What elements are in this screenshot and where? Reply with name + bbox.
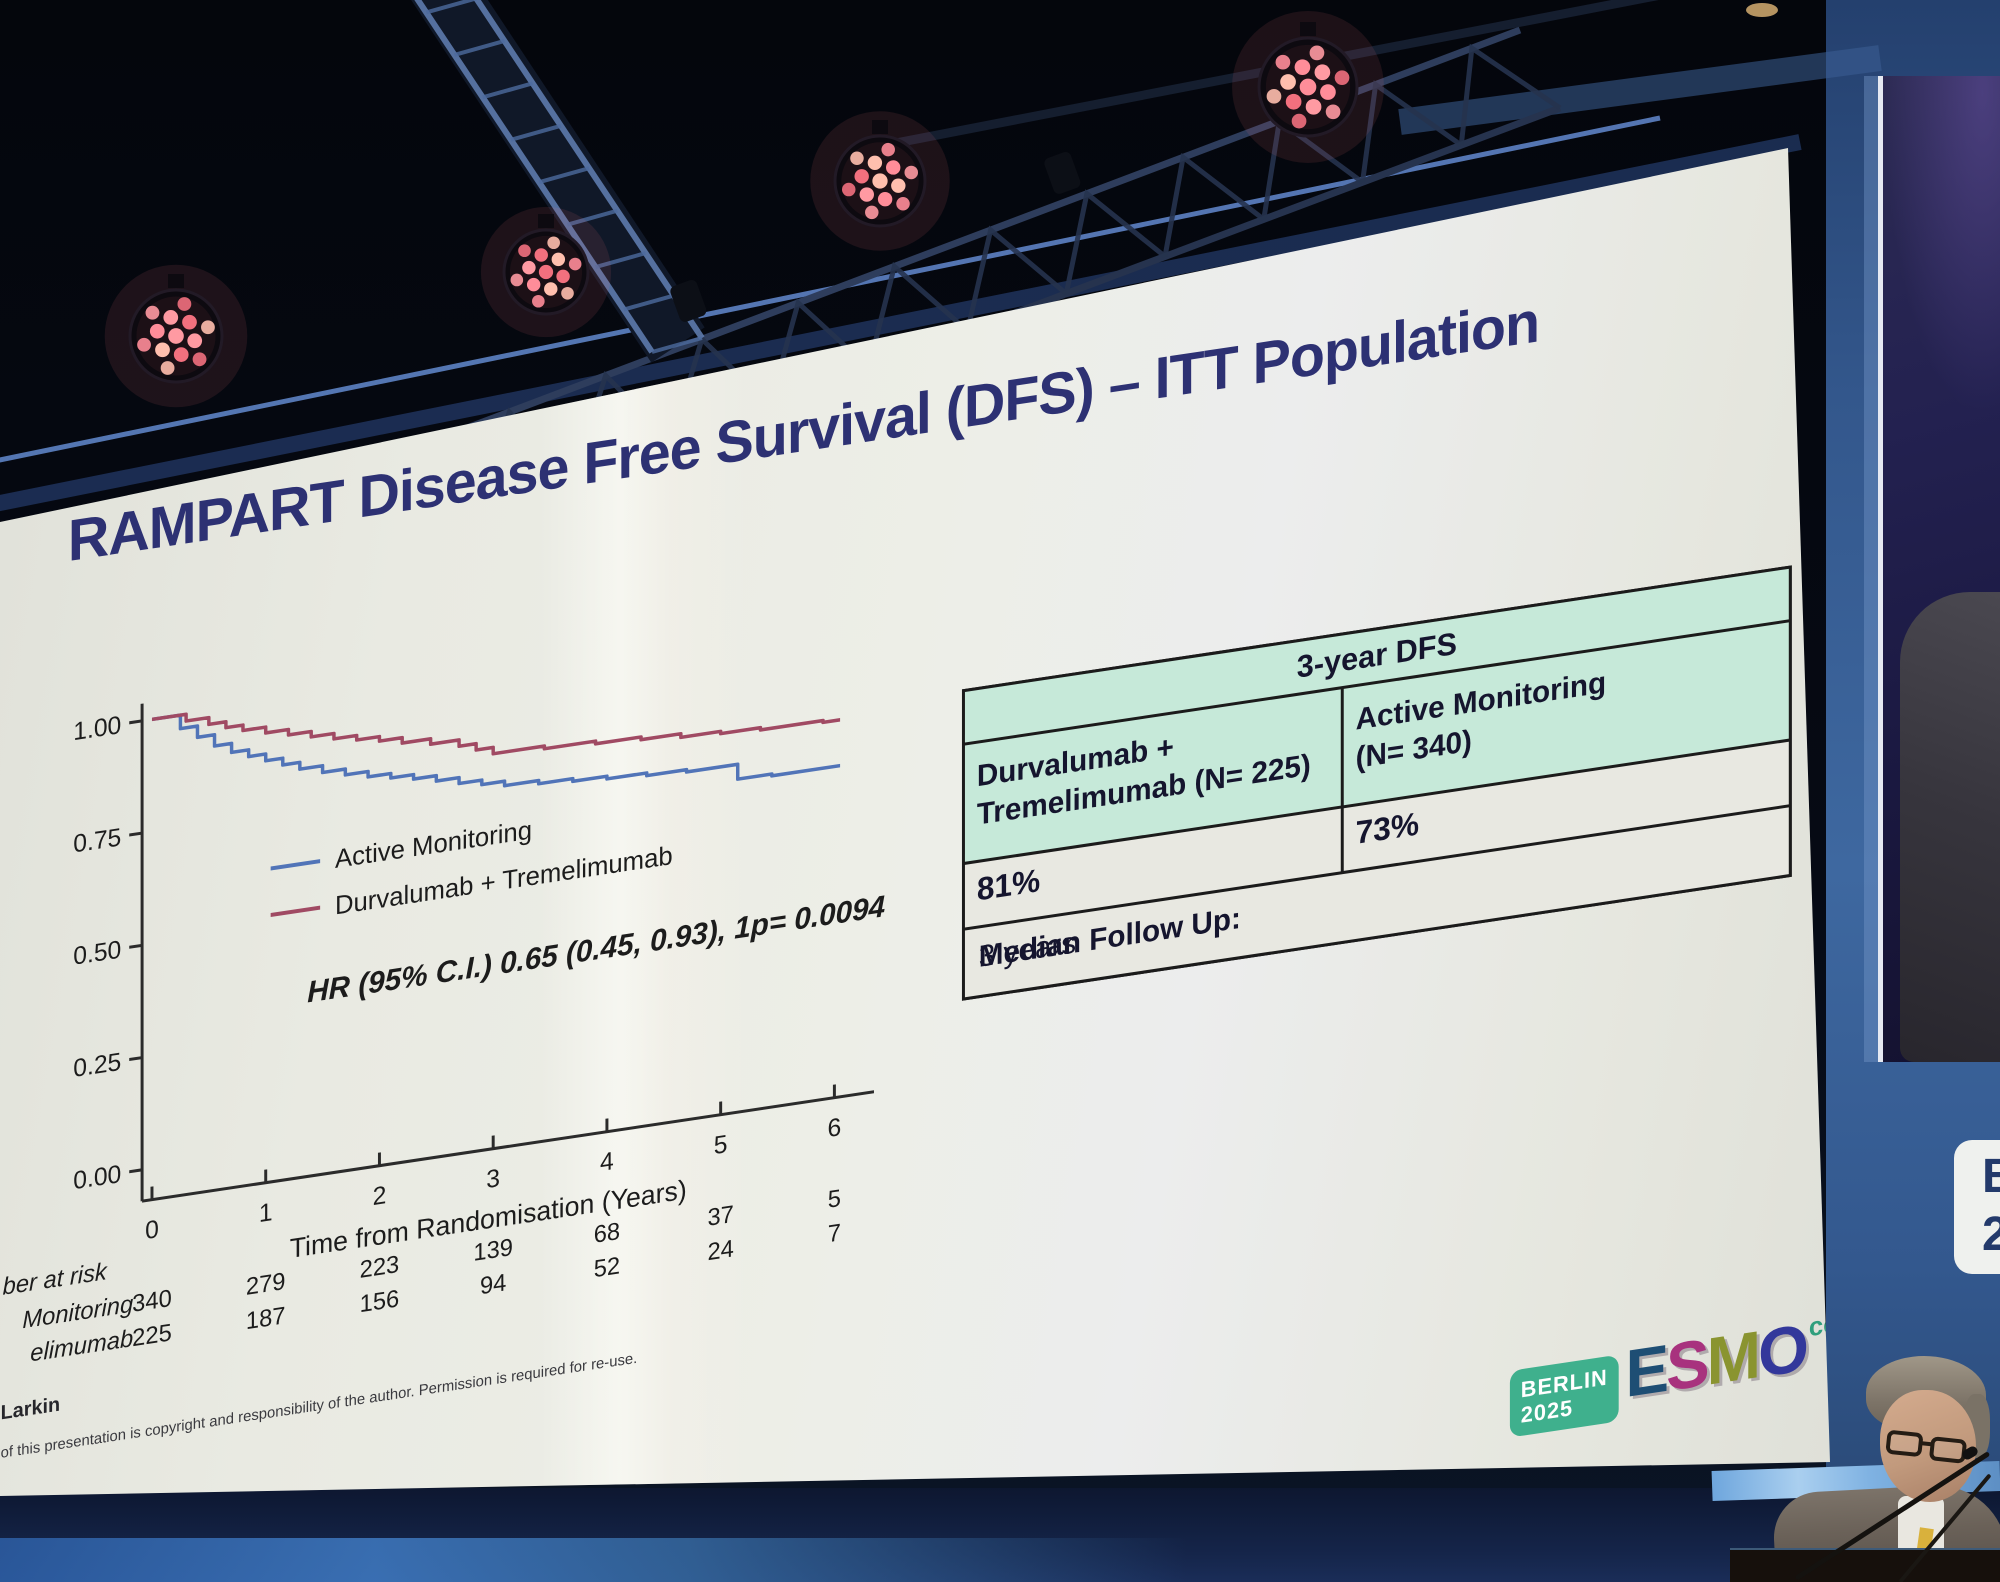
svg-text:225: 225 bbox=[132, 1319, 172, 1352]
glasses-lens-right bbox=[1928, 1436, 1968, 1464]
svg-text:2: 2 bbox=[373, 1181, 387, 1211]
presenter-face bbox=[1880, 1390, 1976, 1502]
svg-text:0.50: 0.50 bbox=[73, 935, 121, 970]
svg-text:340: 340 bbox=[132, 1285, 172, 1318]
svg-text:elimumab: elimumab bbox=[30, 1325, 133, 1368]
podium bbox=[1730, 1548, 2000, 1582]
svg-text:1: 1 bbox=[259, 1198, 273, 1228]
video-speaker-shoulder bbox=[1900, 592, 2000, 1062]
presenter bbox=[1771, 1350, 2000, 1582]
svg-text:5: 5 bbox=[828, 1185, 841, 1214]
svg-text:52: 52 bbox=[594, 1252, 620, 1283]
svg-text:279: 279 bbox=[246, 1268, 286, 1301]
svg-text:ber at risk: ber at risk bbox=[3, 1258, 109, 1301]
svg-text:24: 24 bbox=[707, 1235, 733, 1266]
median-followup-value: 3 years bbox=[978, 926, 1077, 974]
svg-text:94: 94 bbox=[480, 1269, 506, 1300]
svg-text:0.00: 0.00 bbox=[73, 1160, 121, 1195]
lighting-rig bbox=[0, 0, 1882, 699]
side-video-screen bbox=[1878, 76, 2000, 1062]
svg-text:223: 223 bbox=[360, 1251, 400, 1284]
svg-text:1.00: 1.00 bbox=[73, 711, 121, 746]
svg-text:0: 0 bbox=[145, 1215, 159, 1245]
berlin-corner-sign: B 2 bbox=[1954, 1140, 2000, 1274]
svg-text:0.25: 0.25 bbox=[73, 1048, 121, 1083]
esmo-wordmark: ESMO bbox=[1625, 1309, 1806, 1412]
video-screen-glow bbox=[1883, 76, 2000, 416]
svg-text:68: 68 bbox=[594, 1218, 620, 1249]
esmo-letter-e: E bbox=[1625, 1330, 1667, 1412]
svg-text:3: 3 bbox=[486, 1164, 500, 1194]
svg-text:5: 5 bbox=[714, 1130, 728, 1160]
berlin-2025-badge: BERLIN 2025 bbox=[1509, 1354, 1619, 1438]
glasses-lens-left bbox=[1885, 1429, 1924, 1458]
svg-text:139: 139 bbox=[473, 1234, 513, 1267]
esmo-letter-s: S bbox=[1666, 1324, 1707, 1406]
svg-text:4: 4 bbox=[600, 1147, 614, 1177]
svg-text:7: 7 bbox=[828, 1219, 841, 1248]
svg-text:156: 156 bbox=[360, 1285, 400, 1318]
svg-text:0.75: 0.75 bbox=[73, 823, 121, 858]
svg-text:6: 6 bbox=[828, 1113, 842, 1143]
svg-text:37: 37 bbox=[707, 1201, 733, 1232]
svg-text:187: 187 bbox=[246, 1302, 286, 1335]
esmo-letter-m: M bbox=[1706, 1316, 1759, 1400]
corner-sign-text: B 2 bbox=[1982, 1150, 2000, 1261]
stage-floor-glow bbox=[0, 1538, 1250, 1582]
